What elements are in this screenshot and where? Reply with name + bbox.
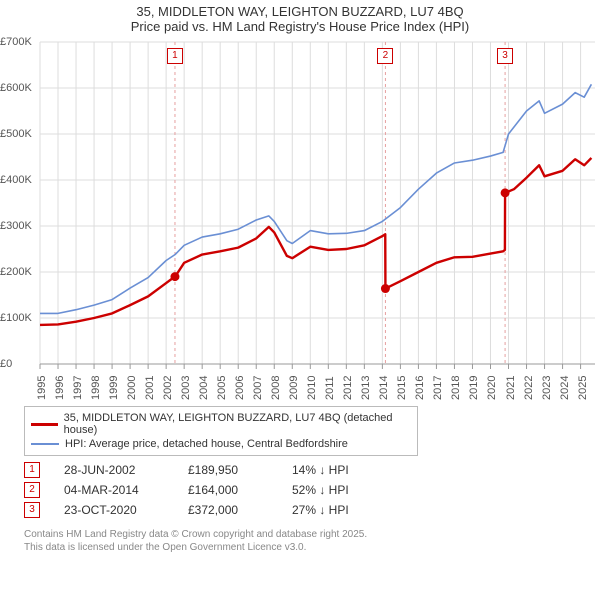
x-tick-label: 2019 [468,376,472,400]
x-tick-label: 2001 [144,376,148,400]
y-tick-label: £500K [0,128,32,140]
x-tick-label: 1998 [90,376,94,400]
transaction-row: 1 28-JUN-2002 £189,950 14% ↓ HPI [24,460,590,480]
x-tick-label: 2009 [288,376,292,400]
x-tick-label: 2006 [234,376,238,400]
y-tick-label: £100K [0,312,32,324]
transaction-marker: 3 [24,502,40,518]
x-tick-label: 2012 [342,376,346,400]
chart-title-block: 35, MIDDLETON WAY, LEIGHTON BUZZARD, LU7… [0,0,600,34]
transaction-row: 3 23-OCT-2020 £372,000 27% ↓ HPI [24,500,590,520]
transactions-table: 1 28-JUN-2002 £189,950 14% ↓ HPI 2 04-MA… [24,460,590,520]
x-tick-label: 2015 [396,376,400,400]
x-tick-label: 2018 [450,376,454,400]
x-tick-label: 2020 [486,376,490,400]
transaction-diff: 52% ↓ HPI [292,483,392,497]
legend-label-property: 35, MIDDLETON WAY, LEIGHTON BUZZARD, LU7… [64,412,411,436]
x-tick-label: 2004 [198,376,202,400]
transaction-marker: 2 [24,482,40,498]
y-tick-label: £0 [0,358,12,370]
legend-item-hpi: HPI: Average price, detached house, Cent… [31,437,411,451]
footer-line-1: Contains HM Land Registry data © Crown c… [24,528,590,541]
y-tick-label: £200K [0,266,32,278]
transaction-date: 23-OCT-2020 [64,503,164,517]
y-tick-label: £600K [0,82,32,94]
x-tick-label: 2011 [324,376,328,400]
legend-swatch-hpi [31,443,59,445]
x-tick-label: 2008 [270,376,274,400]
legend-swatch-property [31,423,58,426]
x-tick-label: 2014 [378,376,382,400]
transaction-row: 2 04-MAR-2014 £164,000 52% ↓ HPI [24,480,590,500]
transaction-date: 04-MAR-2014 [64,483,164,497]
x-tick-label: 2007 [252,376,256,400]
event-marker: 1 [167,48,183,64]
price-chart: £0 £100K £200K £300K £400K £500K £600K £700K 199… [0,34,600,404]
footer: Contains HM Land Registry data © Crown c… [24,528,590,554]
x-tick-label: 2010 [306,376,310,400]
x-tick-label: 2003 [180,376,184,400]
x-tick-label: 2000 [126,376,130,400]
transaction-date: 28-JUN-2002 [64,463,164,477]
event-marker: 2 [377,48,393,64]
x-tick-label: 2017 [432,376,436,400]
y-tick-label: £300K [0,220,32,232]
legend-label-hpi: HPI: Average price, detached house, Cent… [65,438,348,450]
event-marker: 3 [497,48,513,64]
title-line-2: Price paid vs. HM Land Registry's House … [0,19,600,34]
x-tick-label: 1997 [72,376,76,400]
transaction-price: £372,000 [188,503,268,517]
x-tick-label: 2021 [505,376,509,400]
chart-canvas [0,34,600,404]
transaction-price: £164,000 [188,483,268,497]
x-tick-label: 2005 [216,376,220,400]
y-tick-label: £400K [0,174,32,186]
transaction-marker: 1 [24,462,40,478]
legend: 35, MIDDLETON WAY, LEIGHTON BUZZARD, LU7… [24,406,418,456]
transaction-price: £189,950 [188,463,268,477]
x-tick-label: 2023 [541,376,545,400]
x-tick-label: 2016 [414,376,418,400]
x-tick-label: 1995 [36,376,40,400]
x-tick-label: 2022 [523,376,527,400]
transaction-diff: 27% ↓ HPI [292,503,392,517]
x-tick-label: 2024 [559,376,563,400]
x-tick-label: 2025 [577,376,581,400]
x-tick-label: 1996 [54,376,58,400]
title-line-1: 35, MIDDLETON WAY, LEIGHTON BUZZARD, LU7… [0,4,600,19]
x-tick-label: 2013 [360,376,364,400]
footer-line-2: This data is licensed under the Open Gov… [24,541,590,554]
y-tick-label: £700K [0,36,32,48]
x-tick-label: 2002 [162,376,166,400]
x-tick-label: 1999 [108,376,112,400]
legend-item-property: 35, MIDDLETON WAY, LEIGHTON BUZZARD, LU7… [31,411,411,437]
transaction-diff: 14% ↓ HPI [292,463,392,477]
